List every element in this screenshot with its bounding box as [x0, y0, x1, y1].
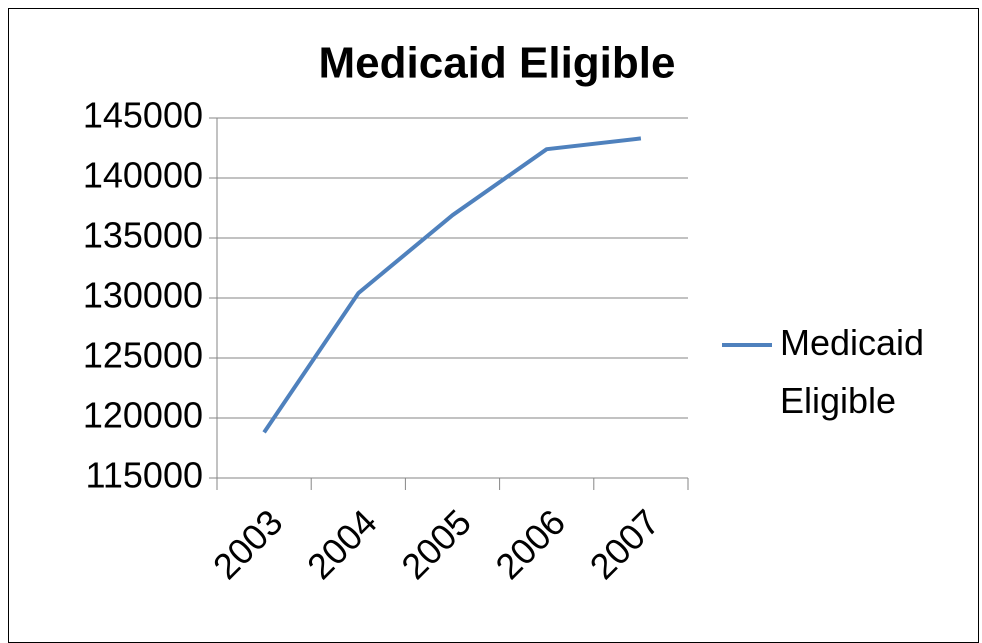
y-tick-label: 125000: [83, 335, 203, 376]
y-tick-label: 120000: [83, 395, 203, 436]
y-tick-label: 130000: [83, 275, 203, 316]
y-tick-label: 135000: [83, 215, 203, 256]
y-tick-label: 140000: [83, 155, 203, 196]
y-tick-label: 115000: [86, 455, 203, 496]
chart-frame: [8, 8, 979, 643]
y-tick-label: 145000: [83, 95, 203, 136]
chart-title: Medicaid Eligible: [319, 39, 676, 88]
legend-label: Medicaid Eligible: [780, 322, 934, 421]
series-line: [262, 136, 642, 434]
